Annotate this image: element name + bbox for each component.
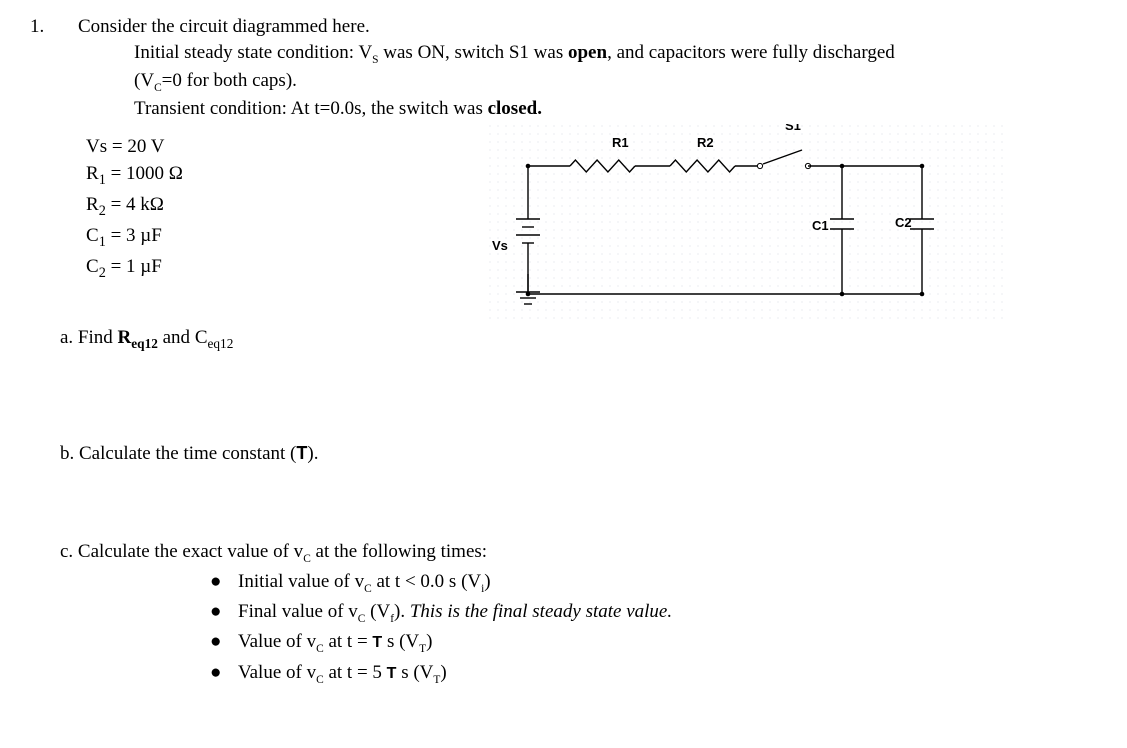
circuit-diagram: Vs R1 R2 S1 C1 C2 [450,124,1010,324]
svg-text:R2: R2 [697,135,714,150]
prompt-line-2: Initial steady state condition: VS was O… [134,40,1097,68]
svg-text:C2: C2 [895,215,912,230]
bullet-2: ●Final value of vC (Vf). This is the fin… [210,599,1097,627]
given-values: Vs = 20 V R1 = 1000 Ω R2 = 4 kΩ C1 = 3 µ… [86,134,450,284]
given-c1: C1 = 3 µF [86,223,450,252]
prompt-line-4: Transient condition: At t=0.0s, the swit… [134,96,1097,122]
given-r1: R1 = 1000 Ω [86,161,450,190]
question-number: 1. [30,14,78,122]
given-vs: Vs = 20 V [86,134,450,160]
bullet-4: ●Value of vC at t = 5 T s (VT) [210,660,1097,688]
svg-text:Vs: Vs [492,238,508,253]
question-body: Consider the circuit diagrammed here. In… [78,14,1097,122]
svg-text:C1: C1 [812,218,829,233]
bullet-3: ●Value of vC at t = T s (VT) [210,629,1097,657]
given-r2: R2 = 4 kΩ [86,192,450,221]
svg-text:S1: S1 [785,124,801,133]
part-b: b. Calculate the time constant (T). [60,441,1097,467]
given-c2: C2 = 1 µF [86,254,450,283]
bullet-1: ●Initial value of vC at t < 0.0 s (Vi) [210,569,1097,597]
svg-text:R1: R1 [612,135,629,150]
prompt-line-3: (VC=0 for both caps). [134,68,1097,96]
part-a: a. Find Req12 and Ceq12 [60,325,1097,353]
prompt-line-1: Consider the circuit diagrammed here. [78,14,1097,40]
part-c: c. Calculate the exact value of vC at th… [60,539,1097,688]
